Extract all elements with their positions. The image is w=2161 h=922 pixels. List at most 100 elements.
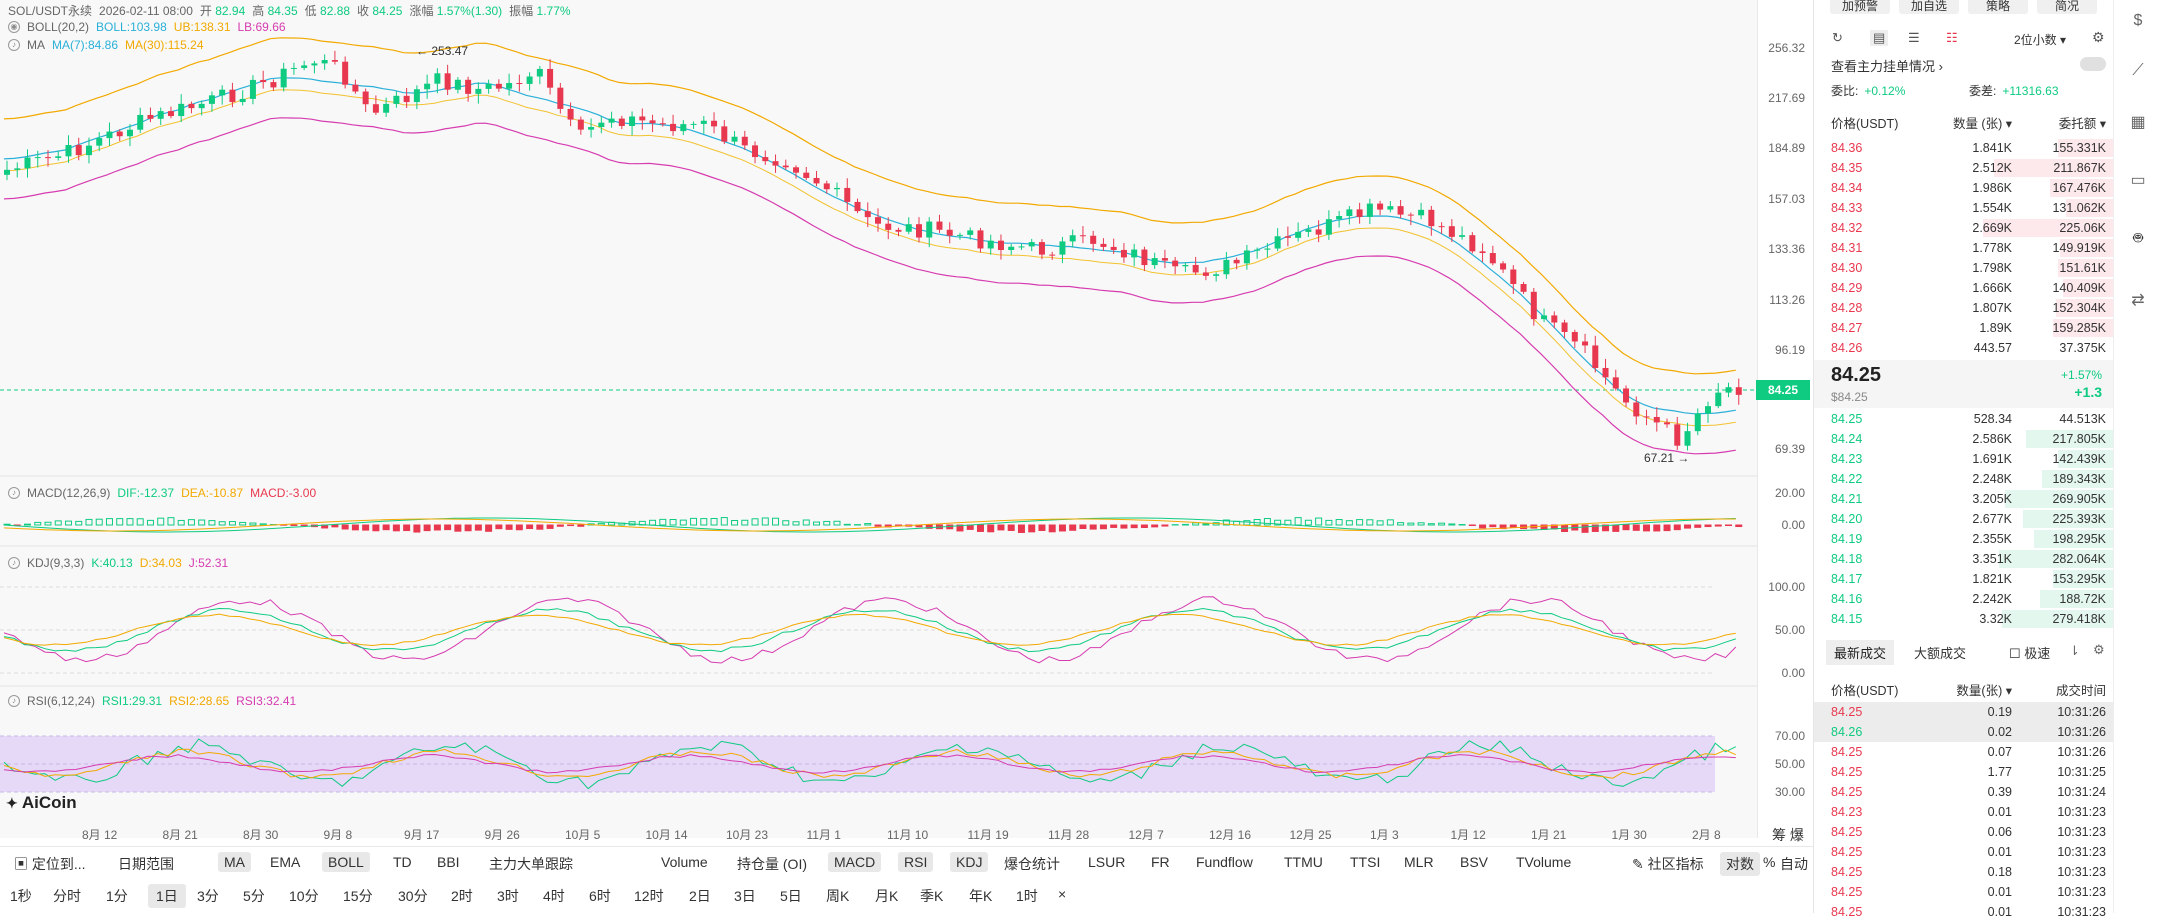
timeframe-15[interactable]: 3日	[734, 886, 756, 906]
sub-indicator-3[interactable]: RSI	[898, 852, 933, 872]
fast-mode-checkbox[interactable]: ☐ 极速	[2009, 643, 2050, 662]
top-button-0[interactable]: 加预警	[1830, 0, 1890, 14]
robot-icon[interactable]: 🤖︎	[2126, 228, 2150, 252]
tab-latest-trades[interactable]: 最新成交	[1826, 640, 1894, 665]
bell-icon[interactable]: ♪	[8, 39, 20, 51]
corner-label[interactable]: 筹 爆	[1772, 825, 1804, 845]
sub-indicator-13[interactable]: TVolume	[1516, 854, 1571, 870]
trade-col-qty[interactable]: 数量(张) ▾	[1956, 680, 2012, 699]
sub-indicator-12[interactable]: BSV	[1460, 854, 1488, 870]
timeframe-1[interactable]: 分时	[53, 886, 81, 906]
col-qty-header[interactable]: 数量 (张) ▾	[1953, 113, 2012, 132]
rsi-legend[interactable]: ♪ RSI(6,12,24) RSI1:29.31 RSI2:28.65 RSI…	[8, 694, 296, 708]
bell-icon[interactable]: ♪	[8, 487, 20, 499]
settings-icon[interactable]: ⚙	[2093, 642, 2105, 658]
timeframe-9[interactable]: 2时	[451, 886, 473, 906]
dollar-icon[interactable]: $	[2126, 12, 2150, 36]
exchange-icon[interactable]: ⇄	[2126, 290, 2150, 314]
timeframe-14[interactable]: 2日	[689, 886, 711, 906]
percent-toggle[interactable]: %	[1763, 854, 1775, 870]
close-icon[interactable]: ×	[1058, 886, 1066, 902]
precision-select[interactable]: 2位小数 ▾	[2014, 31, 2066, 48]
timeframe-10[interactable]: 3时	[497, 886, 519, 906]
macd-legend[interactable]: ♪ MACD(12,26,9) DIF:-12.37 DEA:-10.87 MA…	[8, 486, 316, 500]
sub-indicator-4[interactable]: KDJ	[950, 852, 988, 872]
sub-indicator-5[interactable]: 爆仓统计	[1004, 854, 1060, 874]
sub-indicator-8[interactable]: Fundflow	[1196, 854, 1253, 870]
sub-indicator-10[interactable]: TTSI	[1350, 854, 1380, 870]
timeframe-18[interactable]: 月K	[875, 886, 898, 906]
sub-indicator-11[interactable]: MLR	[1404, 854, 1434, 870]
top-button-2[interactable]: 策略	[1968, 0, 2028, 14]
sub-indicator-1[interactable]: 持仓量 (OI)	[737, 854, 807, 874]
indicator-ma[interactable]: MA	[218, 852, 251, 872]
timeframe-12[interactable]: 6时	[589, 886, 611, 906]
whale-toggle[interactable]	[2080, 57, 2106, 71]
locate-button[interactable]: ▣ 定位到...	[14, 854, 86, 874]
tab-big-trades[interactable]: 大额成交	[1914, 643, 1966, 662]
timeframe-17[interactable]: 周K	[826, 886, 849, 906]
timeframe-0[interactable]: 1秒	[10, 886, 32, 906]
bell-icon[interactable]: ♪	[8, 557, 20, 569]
timeframe-19[interactable]: 季K	[920, 886, 943, 906]
timeframe-8[interactable]: 30分	[398, 886, 428, 906]
timeframe-2[interactable]: 1分	[106, 886, 128, 906]
timeframe-6[interactable]: 10分	[289, 886, 319, 906]
timeframe-7[interactable]: 15分	[343, 886, 373, 906]
settings-icon[interactable]: ⚙	[2092, 29, 2105, 46]
timeframe-3[interactable]: 1日	[148, 884, 186, 908]
date-range-button[interactable]: 日期范围	[118, 854, 174, 874]
sub-indicator-9[interactable]: TTMU	[1284, 854, 1323, 870]
indicator-主力大单跟踪[interactable]: 主力大单跟踪	[489, 854, 573, 874]
bell-icon[interactable]: ♪	[8, 695, 20, 707]
indicator-td[interactable]: TD	[393, 854, 412, 870]
sub-indicator-2[interactable]: MACD	[828, 852, 881, 872]
view-mode-icon-3[interactable]: ☷	[1946, 30, 1958, 46]
candlestick-chart[interactable]	[0, 0, 1757, 838]
chart-box-icon[interactable]: ▦	[2126, 112, 2150, 136]
indicator-bbi[interactable]: BBI	[437, 854, 460, 870]
indicator-boll[interactable]: BOLL	[322, 852, 370, 872]
timeframe-13[interactable]: 12时	[634, 886, 664, 906]
view-mode-icon-1[interactable]: ▤	[1870, 30, 1888, 46]
trend-chart-icon[interactable]: ⟋	[2126, 62, 2150, 86]
top-button-3[interactable]: 简况	[2037, 0, 2097, 14]
auto-scale-toggle[interactable]: 自动	[1780, 854, 1808, 874]
wallet-icon[interactable]: ▭	[2126, 170, 2150, 194]
timeframe-20[interactable]: 年K	[969, 886, 992, 906]
community-indicator-button[interactable]: ✎ 社区指标	[1632, 854, 1704, 874]
top-button-1[interactable]: 加自选	[1899, 0, 1959, 14]
chart-area[interactable]: SOL/USDT永续 2026-02-11 08:00 开 82.94 高 84…	[0, 0, 1757, 838]
timeframe-21[interactable]: 1时	[1016, 886, 1038, 906]
timeframe-11[interactable]: 4时	[543, 886, 565, 906]
